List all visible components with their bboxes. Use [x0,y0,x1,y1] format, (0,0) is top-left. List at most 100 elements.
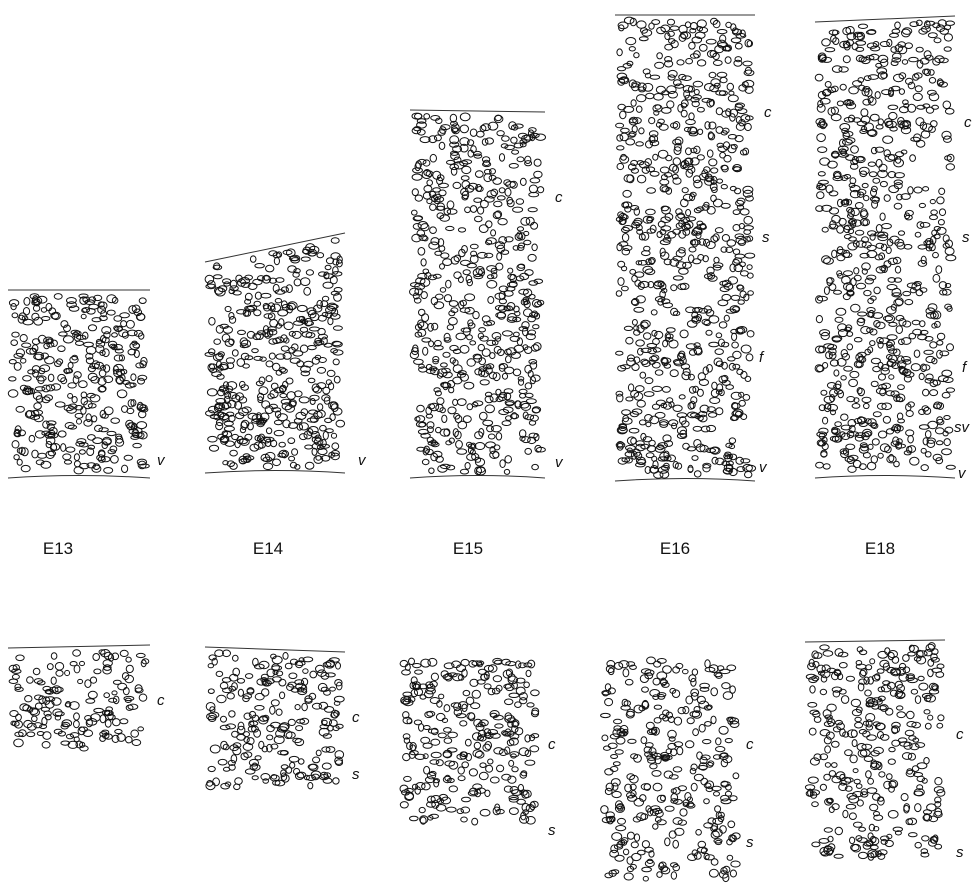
cell [828,161,838,168]
cell [730,870,736,877]
cell [439,694,444,699]
cell [21,359,26,364]
cell [308,427,318,434]
cell [859,852,868,858]
cell [653,824,658,829]
cell [748,291,754,295]
cell [470,206,476,213]
cell [888,811,898,819]
cell [713,60,722,65]
cell [821,676,827,682]
cell [870,659,875,664]
cell [729,363,735,370]
cell [133,443,142,447]
cell [819,839,829,844]
cell [613,762,620,766]
cell [825,48,835,52]
cell [491,230,496,236]
cell [86,699,95,704]
cell [645,269,655,275]
cell [254,301,261,306]
layer-label: s [762,229,770,246]
cell [470,341,476,345]
cell [59,332,68,336]
cell [419,367,427,372]
cell [715,228,723,233]
cell [444,705,450,712]
cell [467,404,473,410]
cell [908,435,914,443]
cell [714,792,720,796]
cell [458,767,464,774]
cell [644,333,651,340]
cell [735,43,742,49]
cell [494,748,503,754]
cell [646,93,654,98]
cell [47,421,56,425]
layer-label: c [764,104,772,121]
cell [515,728,523,735]
cell [873,367,881,372]
cell [921,465,928,471]
cell [671,123,678,128]
cell [245,769,255,774]
cell [330,687,336,691]
cell [686,307,695,313]
layer-label: s [746,834,754,851]
cell [729,91,734,95]
cell [809,728,816,735]
cell [847,344,853,350]
cell [709,159,717,166]
cell [74,721,80,728]
cell [262,689,269,696]
cell [810,710,819,714]
cell [825,82,831,88]
cell [55,402,65,407]
cell [902,60,907,65]
cell [307,418,317,422]
cell [208,766,215,771]
cell [13,665,19,671]
cell [436,118,442,123]
cell [460,469,468,474]
cell [915,842,921,848]
cell [650,809,658,815]
cell [711,168,718,173]
cell [521,403,530,410]
cell [640,372,646,378]
cell [810,758,819,765]
cell [520,178,526,185]
cell [637,400,645,407]
panel-bottom-edge [410,476,545,479]
cell [716,408,723,415]
cell [78,679,83,683]
cell [319,358,327,363]
cell [895,22,901,29]
cell [12,441,19,448]
cell [214,275,223,279]
cell [457,399,466,406]
cell [686,696,693,704]
cell [615,855,624,861]
cell [897,712,906,718]
cell [419,309,425,315]
cell [458,228,465,232]
cell [920,223,930,228]
cell [652,771,661,777]
cell [631,842,638,848]
cell [707,150,713,157]
cell [436,294,444,299]
cell [823,417,828,424]
cell [872,439,879,445]
cell [897,706,903,710]
cell [77,419,82,424]
cell [934,38,941,43]
cell [310,327,320,331]
cell [909,57,918,61]
cell [892,740,900,746]
cell [862,744,872,749]
cell [305,445,313,449]
cell [139,298,146,304]
cell [441,464,450,468]
cell [121,321,127,327]
